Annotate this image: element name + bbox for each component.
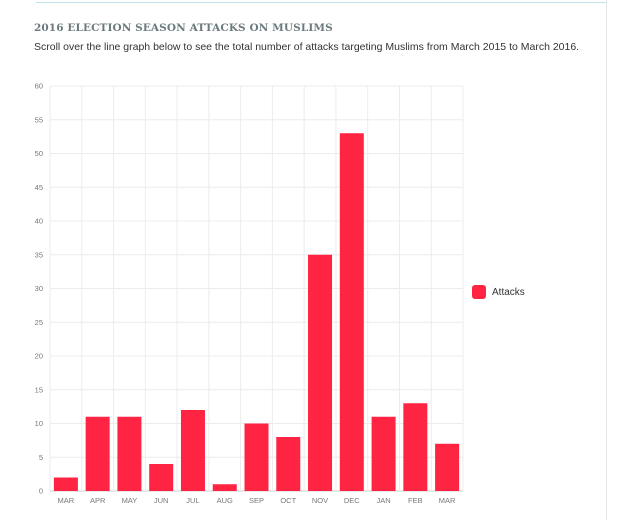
bars [53,133,460,492]
bar-jun-3[interactable] [149,464,174,491]
right-divider [606,0,607,520]
y-tick-label: 60 [35,82,43,91]
bar-jul-4[interactable] [180,410,205,491]
legend: Attacks [472,285,525,299]
bar-jan-10[interactable] [371,416,396,491]
x-tick-label: MAR [58,496,75,505]
x-tick-label: SEP [249,496,264,505]
y-tick-label: 15 [35,385,43,394]
x-tick-label: NOV [312,496,328,505]
x-tick-label: MAR [439,496,456,505]
x-tick-label: APR [90,496,106,505]
y-tick-label: 0 [39,487,43,496]
bar-oct-7[interactable] [276,437,301,491]
x-tick-label: JAN [376,496,390,505]
y-tick-label: 50 [35,149,43,158]
legend-swatch[interactable] [472,285,486,299]
y-tick-label: 55 [35,115,43,124]
y-axis-ticks: 0 5 10 15 20 25 30 35 40 45 50 55 60 [35,82,43,496]
bar-aug-5[interactable] [212,484,237,491]
x-tick-label: DEC [344,496,360,505]
y-tick-label: 20 [35,352,43,361]
y-tick-label: 10 [35,419,43,428]
bar-mar-12[interactable] [435,443,460,491]
x-tick-label: MAY [122,496,138,505]
y-tick-label: 30 [35,284,43,293]
bar-feb-11[interactable] [403,403,428,491]
top-divider [36,2,606,3]
x-tick-label: JUN [154,496,169,505]
y-tick-label: 25 [35,318,43,327]
x-tick-label: JUL [186,496,199,505]
y-tick-label: 5 [39,453,43,462]
y-tick-label: 35 [35,250,43,259]
bar-may-2[interactable] [117,416,142,491]
x-tick-label: FEB [408,496,423,505]
bar-sep-6[interactable] [244,423,269,492]
bar-mar-0[interactable] [53,477,78,492]
y-tick-label: 40 [35,217,43,226]
y-tick-label: 45 [35,183,43,192]
chart-title: 2016 ELECTION SEASON ATTACKS ON MUSLIMS [34,22,333,34]
x-tick-label: AUG [217,496,233,505]
bar-nov-8[interactable] [308,254,333,491]
x-axis-ticks: MAR APR MAY JUN JUL AUG SEP OCT NOV DEC JAN FEB MAR [58,496,456,505]
bar-dec-9[interactable] [339,133,364,491]
bar-apr-1[interactable] [85,416,110,491]
chart-subtitle: Scroll over the line graph below to see … [34,41,580,53]
legend-label: Attacks [492,287,525,298]
x-tick-label: OCT [280,496,296,505]
